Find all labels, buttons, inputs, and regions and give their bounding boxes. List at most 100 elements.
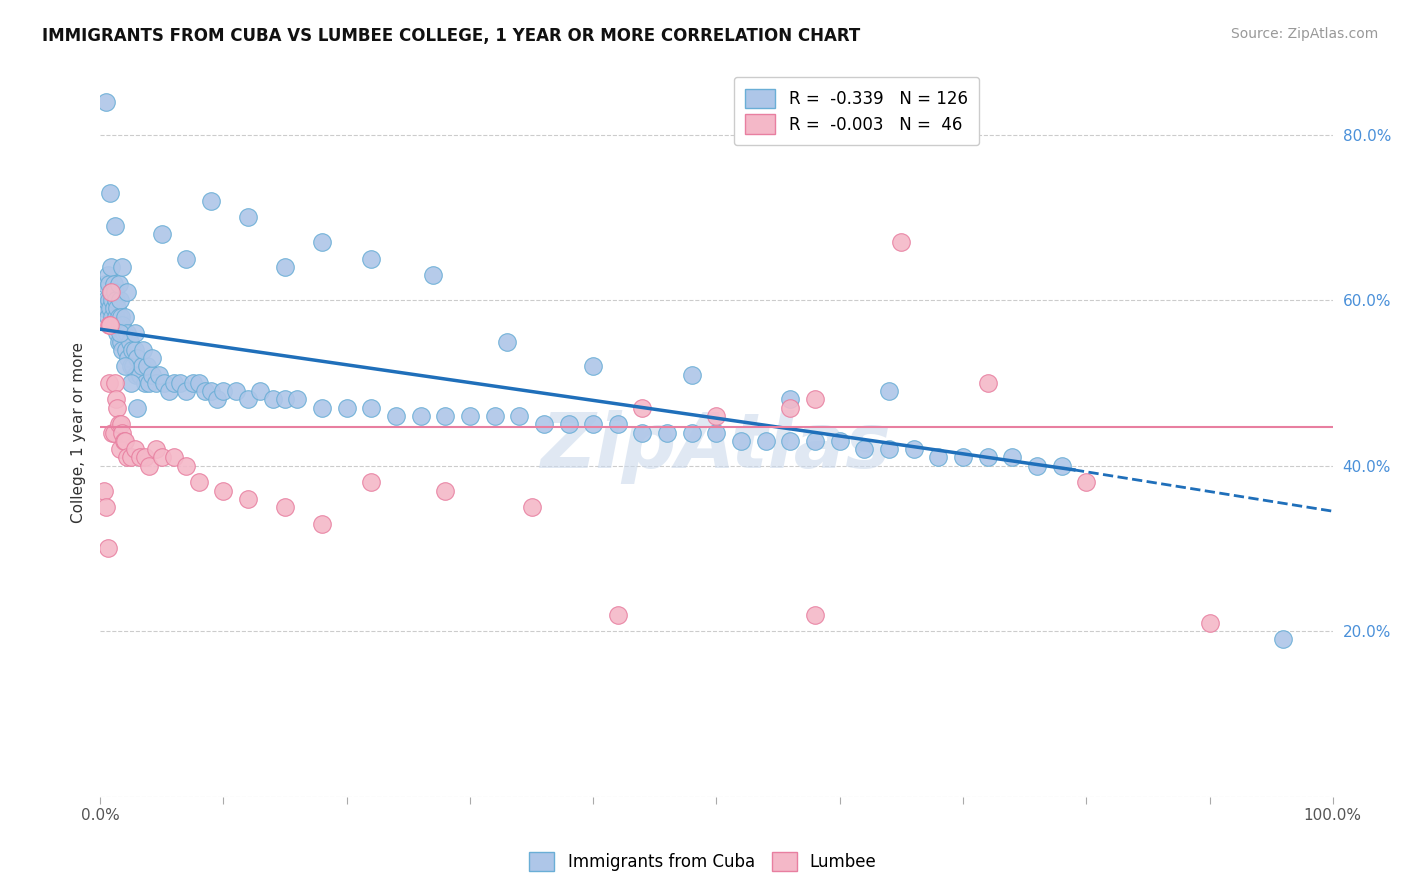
Point <box>96 310 118 324</box>
Point <box>877 442 900 457</box>
Point <box>111 343 134 357</box>
Point <box>141 351 163 365</box>
Point <box>103 277 125 291</box>
Point <box>93 483 115 498</box>
Point <box>108 318 131 332</box>
Point <box>121 343 143 357</box>
Point <box>108 442 131 457</box>
Point <box>107 334 129 349</box>
Text: Source: ZipAtlas.com: Source: ZipAtlas.com <box>1230 27 1378 41</box>
Point <box>115 343 138 357</box>
Point <box>100 285 122 299</box>
Point <box>730 434 752 448</box>
Point <box>360 252 382 266</box>
Point <box>153 376 176 390</box>
Point <box>236 392 259 407</box>
Point <box>107 277 129 291</box>
Point <box>176 458 198 473</box>
Point <box>779 434 801 448</box>
Point <box>533 417 555 432</box>
Point <box>706 409 728 423</box>
Point <box>98 301 121 316</box>
Point <box>194 384 217 399</box>
Point <box>804 607 827 622</box>
Point <box>804 392 827 407</box>
Point <box>101 425 124 440</box>
Point <box>131 359 153 374</box>
Legend: Immigrants from Cuba, Lumbee: Immigrants from Cuba, Lumbee <box>522 843 884 880</box>
Point <box>105 392 128 407</box>
Point <box>97 277 120 291</box>
Point <box>274 500 297 514</box>
Point <box>97 318 120 332</box>
Point <box>120 376 142 390</box>
Point <box>114 359 136 374</box>
Point <box>128 368 150 382</box>
Point <box>249 384 271 399</box>
Point <box>976 450 998 465</box>
Point <box>557 417 579 432</box>
Point <box>409 409 432 423</box>
Point <box>111 425 134 440</box>
Point <box>422 268 444 283</box>
Point <box>706 425 728 440</box>
Point <box>114 310 136 324</box>
Point <box>385 409 408 423</box>
Y-axis label: College, 1 year or more: College, 1 year or more <box>72 343 86 523</box>
Point <box>903 442 925 457</box>
Point <box>631 401 654 415</box>
Point <box>145 376 167 390</box>
Point <box>755 434 778 448</box>
Point <box>890 235 912 250</box>
Point <box>496 334 519 349</box>
Point <box>582 417 605 432</box>
Point <box>606 417 628 432</box>
Point <box>484 409 506 423</box>
Point <box>163 450 186 465</box>
Point <box>360 401 382 415</box>
Point <box>163 376 186 390</box>
Point <box>108 326 131 341</box>
Point <box>112 434 135 448</box>
Point <box>93 301 115 316</box>
Point <box>111 260 134 274</box>
Point <box>311 401 333 415</box>
Point <box>181 376 204 390</box>
Point <box>103 301 125 316</box>
Point <box>96 293 118 308</box>
Point <box>124 326 146 341</box>
Point <box>127 351 149 365</box>
Point <box>631 425 654 440</box>
Point <box>150 227 173 241</box>
Point <box>779 401 801 415</box>
Text: ZipAtlas: ZipAtlas <box>541 410 891 484</box>
Point <box>262 392 284 407</box>
Point <box>285 392 308 407</box>
Point <box>1026 458 1049 473</box>
Point <box>828 434 851 448</box>
Point <box>117 285 139 299</box>
Point <box>112 326 135 341</box>
Point <box>458 409 481 423</box>
Point <box>110 334 132 349</box>
Point <box>779 392 801 407</box>
Point <box>104 285 127 299</box>
Point <box>1272 632 1295 647</box>
Point <box>157 384 180 399</box>
Text: IMMIGRANTS FROM CUBA VS LUMBEE COLLEGE, 1 YEAR OR MORE CORRELATION CHART: IMMIGRANTS FROM CUBA VS LUMBEE COLLEGE, … <box>42 27 860 45</box>
Point <box>110 417 132 432</box>
Point <box>681 368 703 382</box>
Point <box>360 475 382 490</box>
Point <box>508 409 530 423</box>
Point <box>1001 450 1024 465</box>
Point <box>176 384 198 399</box>
Point <box>311 235 333 250</box>
Point <box>853 442 876 457</box>
Point <box>311 516 333 531</box>
Point <box>127 401 149 415</box>
Point <box>124 343 146 357</box>
Point <box>132 343 155 357</box>
Point <box>804 434 827 448</box>
Point <box>150 450 173 465</box>
Point <box>111 318 134 332</box>
